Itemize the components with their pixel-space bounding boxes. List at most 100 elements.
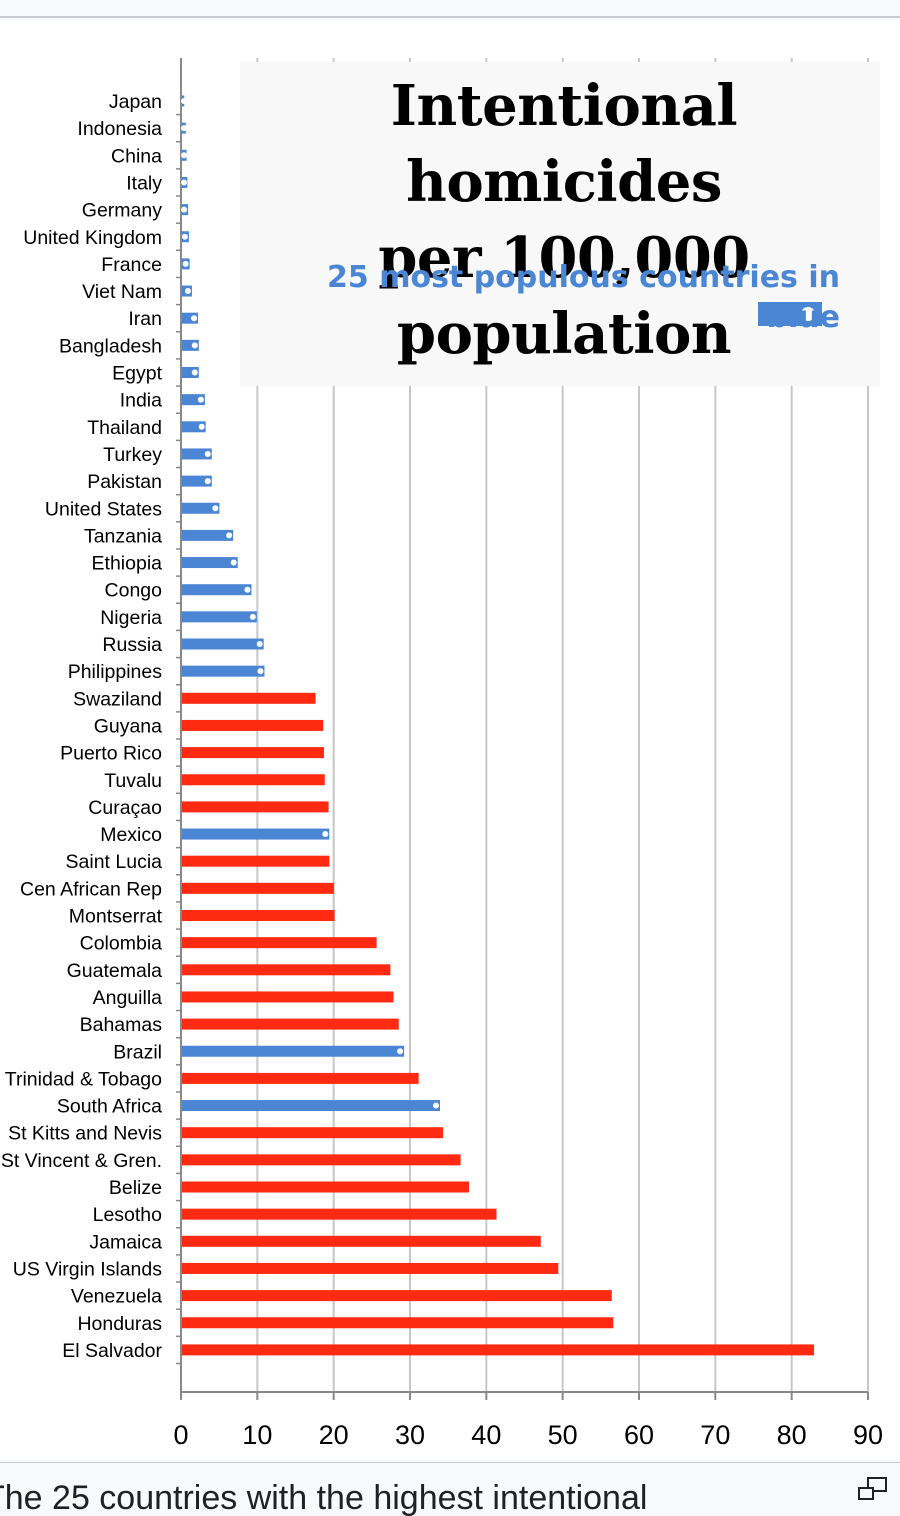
bar-montserrat bbox=[182, 910, 335, 921]
x-tick-label-20: 20 bbox=[319, 1420, 349, 1450]
bar-marker-united-states bbox=[212, 505, 219, 512]
bar-honduras bbox=[182, 1317, 614, 1329]
bar-lesotho bbox=[182, 1208, 497, 1220]
bar-india bbox=[182, 394, 205, 406]
category-label-china: China bbox=[111, 145, 162, 167]
bar-cen-african-rep bbox=[182, 882, 334, 894]
bar-thailand bbox=[182, 421, 206, 433]
bar-belize bbox=[182, 1181, 470, 1193]
bar-marker-pakistan bbox=[204, 478, 211, 485]
category-label-saint-lucia: Saint Lucia bbox=[66, 851, 163, 873]
category-label-el-salvador: El Salvador bbox=[62, 1340, 162, 1362]
category-label-united-states: United States bbox=[45, 498, 162, 520]
category-label-swaziland: Swaziland bbox=[73, 688, 162, 710]
category-label-united-kingdom: United Kingdom bbox=[23, 227, 162, 249]
category-label-tanzania: Tanzania bbox=[84, 525, 162, 547]
bar-el-salvador bbox=[182, 1344, 815, 1356]
bar-marker-iran bbox=[191, 315, 198, 322]
bar-marker-philippines bbox=[257, 668, 264, 675]
bar-colombia bbox=[182, 937, 377, 949]
chart-title: Intentional homicides per 100,000 popula… bbox=[244, 68, 884, 372]
bar-curacao bbox=[182, 801, 329, 813]
bar-marker-south-africa bbox=[433, 1102, 440, 1109]
bar-puerto-rico bbox=[182, 747, 324, 759]
category-label-montserrat: Montserrat bbox=[69, 906, 163, 928]
bar-anguilla bbox=[182, 991, 394, 1003]
bar-iran bbox=[182, 312, 199, 324]
bar-st-kitts-and-nevis bbox=[182, 1127, 444, 1139]
bar-united-states bbox=[182, 502, 220, 514]
category-label-st-kitts-and-nevis: St Kitts and Nevis bbox=[8, 1123, 162, 1145]
x-tick-labels: 0 10 20 30 40 50 60 70 80 90 bbox=[173, 1420, 883, 1450]
bar-marker-viet-nam bbox=[184, 288, 191, 295]
bar-marker-thailand bbox=[198, 423, 205, 430]
bar-guatemala bbox=[182, 964, 391, 976]
bar-marker-turkey bbox=[204, 450, 211, 457]
bars bbox=[181, 95, 815, 1356]
category-label-venezuela: Venezuela bbox=[71, 1286, 162, 1308]
category-label-trinidad-tobago: Trinidad & Tobago bbox=[5, 1068, 162, 1090]
category-label-jamaica: Jamaica bbox=[89, 1231, 162, 1253]
bar-venezuela bbox=[182, 1290, 612, 1302]
category-label-belize: Belize bbox=[109, 1177, 162, 1199]
category-label-guyana: Guyana bbox=[94, 715, 162, 737]
bar-marker-russia bbox=[256, 641, 263, 647]
category-label-guatemala: Guatemala bbox=[67, 960, 163, 982]
top-divider bbox=[0, 16, 900, 18]
category-label-colombia: Colombia bbox=[80, 933, 163, 955]
bar-egypt bbox=[182, 367, 199, 378]
category-label-nigeria: Nigeria bbox=[100, 607, 162, 629]
bar-swaziland bbox=[182, 692, 316, 704]
category-label-ethiopia: Ethiopia bbox=[92, 553, 163, 575]
category-label-pakistan: Pakistan bbox=[87, 471, 162, 493]
bar-marker-bangladesh bbox=[191, 342, 198, 349]
chart-title-line-1: Intentional homicides bbox=[390, 73, 738, 215]
category-label-indonesia: Indonesia bbox=[77, 118, 162, 140]
category-label-bahamas: Bahamas bbox=[80, 1014, 163, 1036]
x-tick-label-90: 90 bbox=[853, 1420, 883, 1450]
bar-marker-egypt bbox=[191, 369, 198, 376]
bar-saint-lucia bbox=[182, 855, 330, 867]
category-label-italy: Italy bbox=[126, 172, 162, 194]
category-label-france: France bbox=[101, 254, 162, 276]
bar-marker-tanzania bbox=[226, 532, 233, 539]
x-tick-label-40: 40 bbox=[471, 1420, 501, 1450]
x-tick-label-30: 30 bbox=[395, 1420, 425, 1450]
bar-marker-brazil bbox=[397, 1048, 404, 1055]
category-label-south-africa: South Africa bbox=[57, 1096, 162, 1118]
bar-nigeria bbox=[182, 611, 257, 623]
category-label-cen-african-rep: Cen African Rep bbox=[20, 878, 162, 900]
chart-title-line-2: per 100,000 population bbox=[378, 225, 750, 367]
bar-turkey bbox=[182, 448, 212, 460]
axes bbox=[176, 58, 869, 1400]
bar-bangladesh bbox=[182, 339, 199, 351]
category-label-viet-nam: Viet Nam bbox=[82, 281, 162, 303]
x-tick-label-10: 10 bbox=[242, 1420, 272, 1450]
category-label-curacao: Curaçao bbox=[88, 797, 162, 819]
category-label-us-virgin-islands: US Virgin Islands bbox=[13, 1258, 162, 1280]
figure-caption: The 25 countries with the highest intent… bbox=[0, 1479, 648, 1516]
category-label-brazil: Brazil bbox=[113, 1041, 162, 1063]
bar-marker-india bbox=[197, 396, 204, 403]
category-label-japan: Japan bbox=[109, 91, 162, 113]
bar-marker-united-kingdom bbox=[181, 233, 188, 240]
x-tick-label-60: 60 bbox=[624, 1420, 654, 1450]
bar-philippines bbox=[182, 665, 265, 677]
category-label-germany: Germany bbox=[82, 200, 162, 222]
category-label-mexico: Mexico bbox=[100, 824, 162, 846]
x-tick-label-0: 0 bbox=[173, 1420, 188, 1450]
x-tick-label-70: 70 bbox=[700, 1420, 730, 1450]
bar-south-africa bbox=[182, 1100, 441, 1112]
bar-marker-germany bbox=[181, 206, 188, 213]
x-tick-label-80: 80 bbox=[777, 1420, 807, 1450]
bar-marker-indonesia bbox=[181, 125, 187, 132]
category-label-india: India bbox=[120, 390, 162, 412]
enlarge-icon[interactable] bbox=[856, 1476, 890, 1502]
bar-marker-mexico bbox=[322, 831, 329, 838]
category-label-st-vincent-gren: St Vincent & Gren. bbox=[1, 1150, 162, 1172]
category-label-bangladesh: Bangladesh bbox=[59, 335, 162, 357]
bar-bahamas bbox=[182, 1018, 399, 1030]
bar-guyana bbox=[182, 719, 324, 731]
